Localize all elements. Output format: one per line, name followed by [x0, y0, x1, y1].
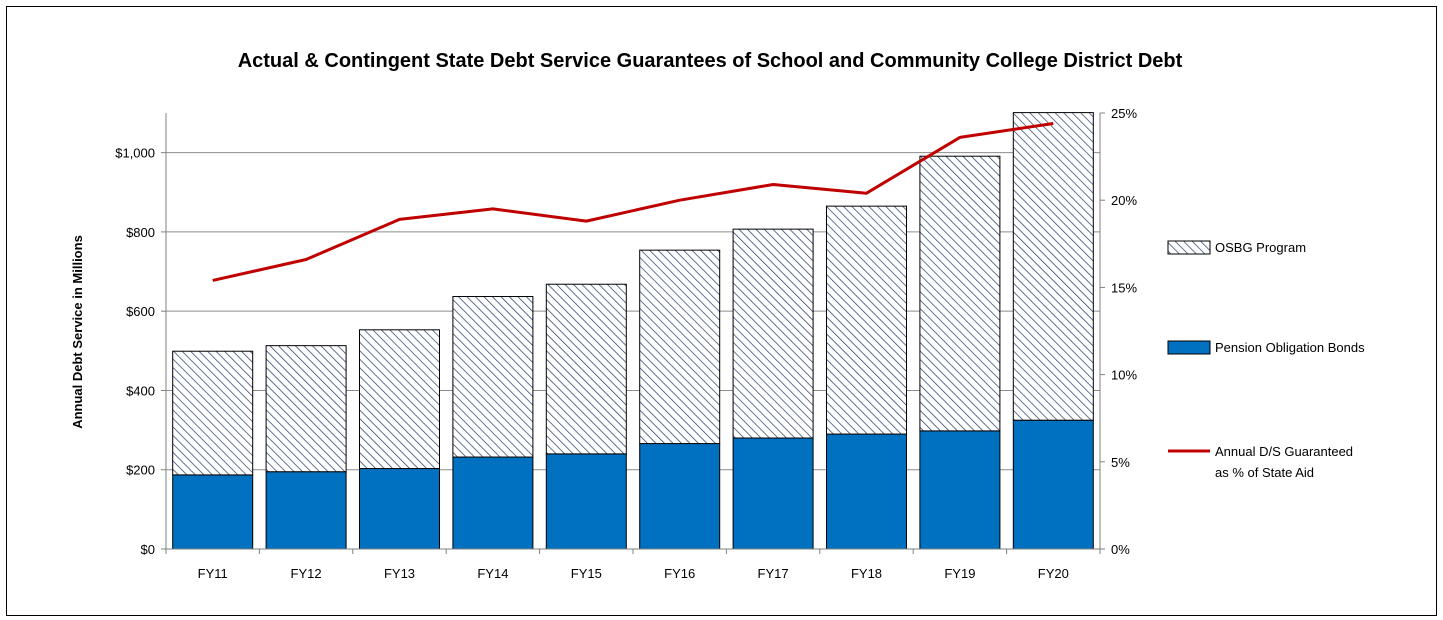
x-tick-label: FY13 [384, 566, 415, 581]
x-tick-label: FY17 [758, 566, 789, 581]
bar-pension-obligation-bonds [826, 433, 907, 550]
y2-tick-label: 25% [1111, 106, 1137, 121]
bar-pension-obligation-bonds [265, 471, 347, 550]
x-tick-label: FY16 [664, 566, 695, 581]
legend-label-annual-ds-guaranteed-line2: as % of State Aid [1215, 465, 1314, 480]
x-tick-label: FY11 [198, 566, 228, 581]
legend: OSBG Program Pension Obligation Bonds Annu… [1167, 240, 1365, 480]
bar-osbg-program [452, 296, 534, 458]
bar-osbg-program [732, 228, 814, 439]
y-tick-label: $400 [126, 383, 155, 398]
x-tick-label: FY20 [1038, 566, 1069, 581]
y-axis-title: Annual Debt Service in Millions [70, 235, 85, 429]
y-tick-label: $200 [126, 463, 155, 478]
legend-label-pension-obligation-bonds: Pension Obligation Bonds [1215, 340, 1365, 355]
line-annual-ds-guaranteed-pct [212, 121, 1054, 282]
bar-osbg-program [545, 283, 627, 455]
y2-tick-label: 20% [1111, 193, 1137, 208]
y-tick-label: $1,000 [115, 146, 155, 161]
y2-tick-label: 5% [1111, 455, 1130, 470]
bar-pension-obligation-bonds [545, 453, 627, 550]
y2-tick-label: 15% [1111, 280, 1137, 295]
bar-pension-obligation-bonds [359, 468, 440, 550]
x-tick-label: FY14 [477, 566, 508, 581]
chart-title: Actual & Contingent State Debt Service G… [238, 50, 1183, 72]
line-series-group [212, 121, 1054, 282]
bar-osbg-program [826, 205, 907, 435]
y-tick-label: $600 [126, 304, 155, 319]
legend-swatch-pension-obligation-bonds [1167, 340, 1211, 355]
x-tick-label: FY19 [944, 566, 975, 581]
bar-pension-obligation-bonds [919, 430, 1001, 550]
bar-osbg-program [639, 249, 721, 445]
y-tick-label: $0 [141, 542, 155, 557]
bar-osbg-program [265, 345, 347, 473]
bar-pension-obligation-bonds [1012, 419, 1094, 550]
bar-osbg-program [1012, 112, 1094, 421]
x-tick-label: FY18 [851, 566, 882, 581]
axes-group: $0 $200 $400 $600 $800 $1,000 0% 5% 10% 15% 20% 25%… [115, 106, 1137, 581]
y-tick-label: $800 [126, 225, 155, 240]
x-tick-label: FY15 [571, 566, 602, 581]
bar-osbg-program [919, 155, 1001, 432]
bar-pension-obligation-bonds [452, 456, 534, 550]
bar-osbg-program [359, 329, 440, 470]
legend-label-annual-ds-guaranteed-line1: Annual D/S Guaranteed [1215, 444, 1353, 459]
y2-tick-label: 0% [1111, 542, 1130, 557]
legend-swatch-osbg-program [1167, 240, 1211, 255]
bar-osbg-program [172, 350, 254, 476]
y2-tick-label: 10% [1111, 368, 1137, 383]
bar-pension-obligation-bonds [172, 474, 254, 550]
x-tick-label: FY12 [291, 566, 322, 581]
bar-pension-obligation-bonds [639, 443, 721, 550]
bars-group [172, 112, 1094, 550]
bar-pension-obligation-bonds [732, 437, 814, 550]
legend-label-osbg-program: OSBG Program [1215, 240, 1306, 255]
